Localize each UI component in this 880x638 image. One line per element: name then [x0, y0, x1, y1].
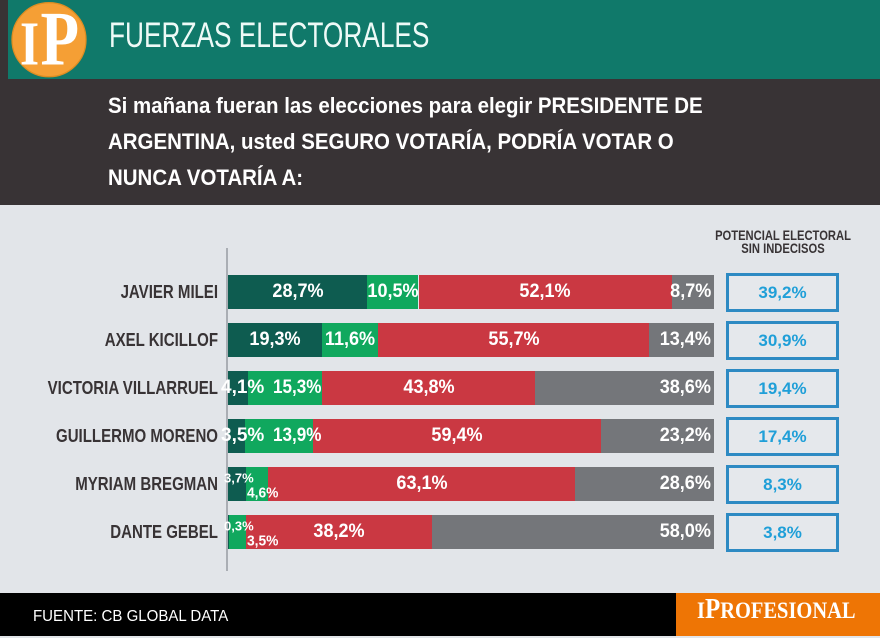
svg-text:P: P	[41, 0, 80, 82]
svg-text:I: I	[20, 10, 39, 79]
